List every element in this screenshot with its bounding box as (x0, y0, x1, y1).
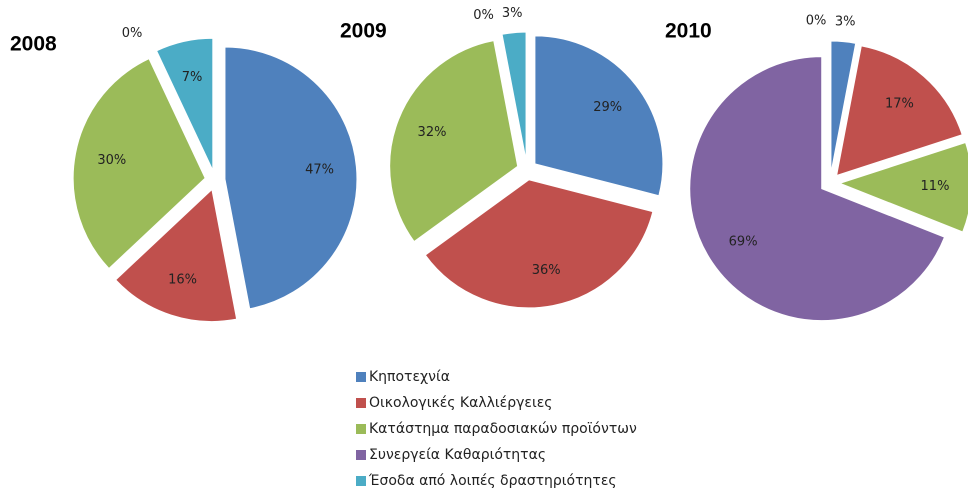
pie-slice (389, 40, 519, 243)
pie-slice (155, 37, 214, 171)
legend-label: Έσοδα από λοιπές δραστηριότητες (368, 473, 617, 489)
chart-title: 2009 (340, 20, 387, 43)
pie-slice (501, 31, 527, 161)
legend-swatch (356, 476, 366, 486)
data-label: 17% (885, 97, 914, 112)
legend-swatch (356, 372, 366, 382)
pie-slice (534, 35, 664, 197)
legend-swatch (356, 450, 366, 460)
pie-slice (114, 188, 238, 322)
legend-swatch (356, 424, 366, 434)
pie-slice (424, 179, 654, 309)
data-label: 30% (97, 153, 126, 168)
data-label: 0% (122, 26, 143, 41)
pie-slice (224, 46, 358, 310)
legend-label: Κατάστημα παραδοσιακών προϊόντων (369, 421, 637, 437)
data-label: 69% (729, 235, 758, 250)
data-label: 36% (532, 263, 561, 278)
chart-title: 2010 (665, 20, 712, 43)
legend-label: Συνεργεία Καθαριότητας (369, 447, 546, 463)
data-label: 0% (473, 8, 494, 23)
data-label: 11% (921, 179, 950, 194)
data-label: 3% (502, 6, 523, 21)
data-label: 29% (593, 100, 622, 115)
data-label: 16% (168, 272, 197, 287)
pie-slice (689, 56, 946, 322)
pie-slice (830, 40, 857, 174)
pie-slice (835, 45, 963, 177)
legend-swatch (356, 398, 366, 408)
chart-title: 2008 (10, 33, 57, 56)
pie-slice (838, 141, 968, 233)
pie-slice (72, 58, 206, 270)
data-label: 32% (418, 125, 447, 140)
data-label: 0% (806, 14, 827, 29)
legend-label: Οικολογικές Καλλιέργειες (369, 395, 552, 411)
legend-label: Κηποτεχνία (369, 369, 450, 385)
data-label: 7% (182, 70, 203, 85)
data-label: 3% (835, 14, 856, 29)
data-label: 47% (305, 163, 334, 178)
